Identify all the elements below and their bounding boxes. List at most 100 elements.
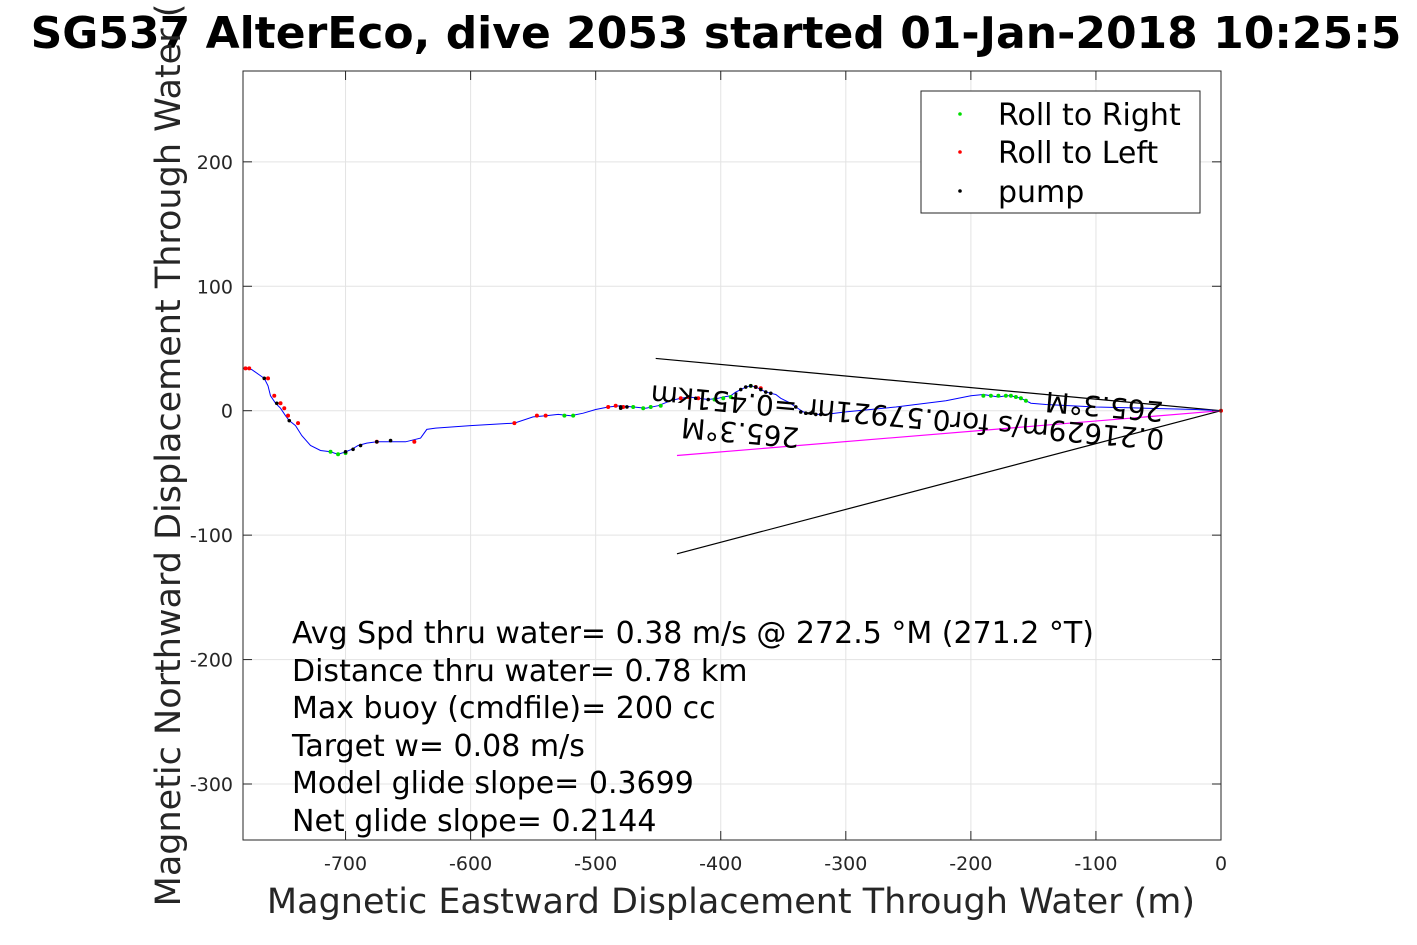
legend-marker-pump xyxy=(958,189,962,193)
x-tick-labels: -700 -600 -500 -400 -300 -200 -100 0 xyxy=(324,853,1227,875)
x-tick-label: -600 xyxy=(449,853,492,875)
stat-max-buoy: Max buoy (cmdfile)= 200 cc xyxy=(292,691,716,726)
roll-left-point xyxy=(412,439,417,444)
roll-left-point xyxy=(613,403,618,408)
roll-right-point xyxy=(1008,393,1013,398)
x-tick-label: -200 xyxy=(949,853,992,875)
roll-right-point xyxy=(631,404,636,409)
pump-point xyxy=(748,384,753,388)
pump-point xyxy=(287,418,292,423)
pump-point xyxy=(375,440,379,444)
wedge-line-2 xyxy=(676,410,1222,555)
pump-point xyxy=(803,411,808,415)
legend: Roll to Right Roll to Left pump xyxy=(920,90,1201,214)
roll-left-point xyxy=(286,413,291,418)
pump-point xyxy=(388,438,393,443)
legend-label-pump: pump xyxy=(998,175,1084,210)
x-tick-label: -300 xyxy=(824,853,867,875)
pump-point xyxy=(808,411,813,415)
roll-right-point xyxy=(1003,393,1008,398)
dive-track-line xyxy=(242,367,1222,455)
tick-marks xyxy=(243,71,1222,840)
y-tick-label: 0 xyxy=(221,401,233,423)
roll-left-point xyxy=(696,396,701,401)
roll-right-point xyxy=(728,395,733,400)
stat-avg-speed: Avg Spd thru water= 0.38 m/s @ 272.5 °M … xyxy=(292,616,1094,651)
roll-left-point xyxy=(272,393,277,398)
y-axis-label: Magnetic Northward Displacement Through … xyxy=(149,4,189,907)
stat-target-w: Target w= 0.08 m/s xyxy=(291,729,585,764)
roll-left-point xyxy=(606,404,611,409)
pump-point xyxy=(351,447,355,452)
pump-point xyxy=(274,401,279,406)
roll-right-point xyxy=(988,393,993,398)
roll-right-point xyxy=(1018,396,1023,401)
roll-left-point xyxy=(266,376,271,381)
pump-point xyxy=(798,410,803,414)
data-layer xyxy=(242,357,1223,555)
pump-point xyxy=(768,391,773,396)
pump-point xyxy=(743,385,748,389)
pump-point xyxy=(625,405,629,409)
roll-right-point xyxy=(1013,395,1018,400)
y-tick-label: -100 xyxy=(190,525,233,547)
roll-left-point xyxy=(282,406,287,411)
current-vector-line xyxy=(676,410,1222,457)
legend-label-roll-left: Roll to Left xyxy=(998,136,1158,171)
roll-left-point xyxy=(543,413,548,418)
x-tick-label: -100 xyxy=(1074,853,1117,875)
pump-point xyxy=(813,412,818,417)
y-tick-label: 200 xyxy=(197,152,233,174)
legend-label-roll-right: Roll to Right xyxy=(998,98,1181,133)
legend-box xyxy=(920,90,1201,214)
x-axis-label: Magnetic Eastward Displacement Through W… xyxy=(267,882,1195,922)
roll-right-point xyxy=(712,397,717,402)
roll-right-point xyxy=(1023,398,1028,403)
roll-left-point xyxy=(278,401,283,406)
pump-point xyxy=(793,405,798,409)
stat-net-glide-slope: Net glide slope= 0.2144 xyxy=(292,804,656,839)
roll-right-point xyxy=(981,393,986,398)
legend-marker-roll-left xyxy=(958,150,962,154)
pump-point xyxy=(262,376,267,381)
roll-left-point xyxy=(247,366,252,371)
x-tick-label: -500 xyxy=(574,853,617,875)
pump-point xyxy=(693,396,698,401)
pump-point xyxy=(738,387,743,392)
roll-right-point xyxy=(996,393,1001,398)
stat-model-glide-slope: Model glide slope= 0.3699 xyxy=(292,766,694,801)
y-tick-label: -200 xyxy=(190,650,233,672)
stat-distance: Distance thru water= 0.78 km xyxy=(292,654,747,689)
x-tick-label: -400 xyxy=(699,853,742,875)
roll-right-point xyxy=(648,404,653,409)
pump-point xyxy=(343,449,348,454)
roll-left-point xyxy=(686,395,691,400)
pump-point xyxy=(763,390,768,394)
pump-point xyxy=(358,443,363,448)
x-tick-label: 0 xyxy=(1215,853,1227,875)
wedge-line-1 xyxy=(655,357,1222,412)
roll-left-point xyxy=(678,396,683,401)
chart-title: SG537 AlterEco, dive 2053 started 01-Jan… xyxy=(31,8,1402,59)
roll-left-point xyxy=(512,421,517,426)
pump-point xyxy=(758,387,763,392)
y-tick-label: 100 xyxy=(197,276,233,298)
y-tick-label: -300 xyxy=(190,774,233,796)
plot-frame xyxy=(242,70,1222,841)
roll-right-point xyxy=(336,452,341,457)
dive-stats: Avg Spd thru water= 0.38 m/s @ 272.5 °M … xyxy=(291,616,1094,839)
x-tick-label: -700 xyxy=(324,853,367,875)
roll-left-point xyxy=(534,413,539,418)
pump-point xyxy=(618,406,623,411)
roll-right-point xyxy=(562,413,567,418)
pump-point xyxy=(818,412,823,417)
legend-marker-roll-right xyxy=(958,112,962,116)
pump-point xyxy=(706,397,711,402)
roll-right-point xyxy=(658,403,663,408)
pump-point xyxy=(753,385,758,389)
roll-left-point xyxy=(243,366,248,371)
y-tick-labels: -300 -200 -100 0 100 200 xyxy=(190,152,233,796)
roll-right-point xyxy=(571,413,576,418)
